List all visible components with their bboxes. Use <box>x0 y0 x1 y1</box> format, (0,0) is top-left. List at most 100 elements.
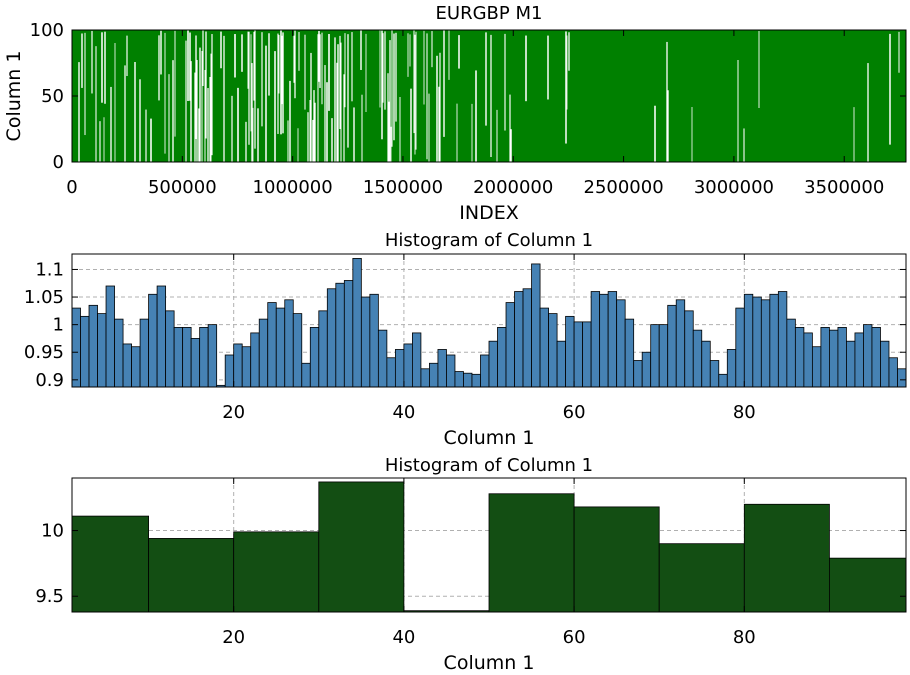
histogram-bar <box>735 307 745 388</box>
histogram-bar <box>446 354 456 388</box>
histogram-bar <box>692 329 703 388</box>
histogram-bar <box>641 351 652 388</box>
histogram-bar <box>148 293 158 388</box>
histogram-bars <box>71 258 907 388</box>
histogram-bar <box>173 326 184 388</box>
histogram-bar <box>573 321 584 388</box>
histogram-bar <box>701 340 711 388</box>
histogram-bar <box>871 326 881 388</box>
histogram-bar <box>80 315 90 388</box>
histogram-bar <box>726 349 737 388</box>
x-axis-label: INDEX <box>459 202 518 224</box>
series-gaps <box>78 30 900 162</box>
histogram-bar <box>148 538 235 613</box>
x-tick-label: 20 <box>222 402 245 423</box>
x-axis-label: Column 1 <box>444 652 535 674</box>
histogram-bar <box>326 288 337 388</box>
histogram-bar <box>335 282 345 388</box>
histogram-bar <box>599 293 609 388</box>
y-tick-label: 0 <box>53 152 64 173</box>
histogram-bar <box>250 332 260 388</box>
histogram-bar <box>522 288 532 388</box>
histogram-bar <box>488 493 575 613</box>
chart-title: Histogram of Column 1 <box>385 455 593 476</box>
histogram-bar <box>488 340 498 388</box>
histogram-bar <box>777 291 788 388</box>
histogram-bar <box>233 343 243 388</box>
histogram-bar <box>156 285 167 388</box>
histogram-bar <box>829 329 839 388</box>
x-tick-label: 500000 <box>148 177 217 198</box>
histogram-bar <box>616 299 626 388</box>
histogram-bar <box>837 326 847 388</box>
y-tick-label: 1.05 <box>24 287 64 308</box>
histogram-bar <box>369 293 379 388</box>
x-tick-label: 40 <box>392 402 415 423</box>
histogram-bar <box>556 340 566 388</box>
histogram-bar <box>199 326 209 388</box>
plot-frame <box>71 253 907 388</box>
histogram-bar <box>275 307 286 388</box>
x-tick-label: 60 <box>563 627 586 648</box>
histogram-bar <box>224 354 235 388</box>
histogram-bar <box>343 280 354 388</box>
histogram-bar <box>811 346 822 388</box>
histogram-bar <box>633 360 643 388</box>
histogram-bar <box>667 304 677 388</box>
histogram-bar <box>752 296 762 388</box>
histogram-bar <box>760 299 771 388</box>
timeseries-panel: EURGBP M1 0 500000 1000000 1500000 2000000 25… <box>3 3 907 224</box>
histogram-bar <box>267 302 277 388</box>
histogram-bar <box>182 326 192 388</box>
x-tick-label: 3500000 <box>804 177 884 198</box>
histogram-bar <box>820 326 830 388</box>
x-tick-label: 80 <box>733 402 756 423</box>
histogram-bar <box>658 543 745 613</box>
histogram-bar <box>565 315 575 388</box>
histogram-bar <box>794 326 805 388</box>
histogram-bar <box>403 343 413 388</box>
y-tick-label: 1 <box>53 315 64 336</box>
histogram-bar <box>514 291 524 388</box>
histogram-bar <box>846 340 856 388</box>
histogram-bar <box>105 285 115 388</box>
y-tick-label: 9.5 <box>35 586 64 607</box>
histogram-bar <box>471 373 481 388</box>
histogram-bar <box>97 313 107 388</box>
histogram-bar <box>114 318 124 388</box>
histogram-bar <box>394 349 405 388</box>
chart-title: EURGBP M1 <box>436 3 543 24</box>
histogram-bar <box>71 307 81 388</box>
histogram-bar <box>429 362 439 388</box>
histogram-bar <box>318 481 405 613</box>
histogram-bar <box>386 357 396 388</box>
histogram-bar <box>301 362 311 388</box>
histogram-bar <box>709 360 720 388</box>
histogram-bar <box>412 332 422 388</box>
histogram-bar <box>190 338 201 388</box>
x-tick-label: 20 <box>222 627 245 648</box>
histogram-bar <box>241 346 252 388</box>
histogram-bar <box>718 373 728 388</box>
histogram-bar <box>463 372 473 388</box>
histogram-100-panel: Histogram of Column 1 20 40 60 80 0.9 0.95 1 1… <box>24 230 907 449</box>
histogram-bar <box>284 299 294 388</box>
histogram-bar <box>420 368 430 388</box>
histogram-bar <box>88 304 98 388</box>
histogram-bar <box>352 258 362 388</box>
histogram-bar <box>786 318 796 388</box>
x-tick-label: 0 <box>66 177 77 198</box>
histogram-bar <box>743 503 830 613</box>
histogram-bar <box>582 321 592 388</box>
y-tick-label: 0.95 <box>24 342 64 363</box>
y-tick-label: 50 <box>41 86 64 107</box>
histogram-10-panel: Histogram of Column 1 20 40 60 80 9.5 10 Col… <box>35 455 907 674</box>
x-axis-ticks: 20 40 60 80 <box>222 478 756 648</box>
x-tick-label: 60 <box>563 402 586 423</box>
histogram-bar <box>131 346 141 388</box>
histogram-bar <box>531 263 541 388</box>
histogram-bar <box>309 326 320 388</box>
histogram-bar <box>71 515 149 613</box>
x-tick-label: 2000000 <box>473 177 553 198</box>
